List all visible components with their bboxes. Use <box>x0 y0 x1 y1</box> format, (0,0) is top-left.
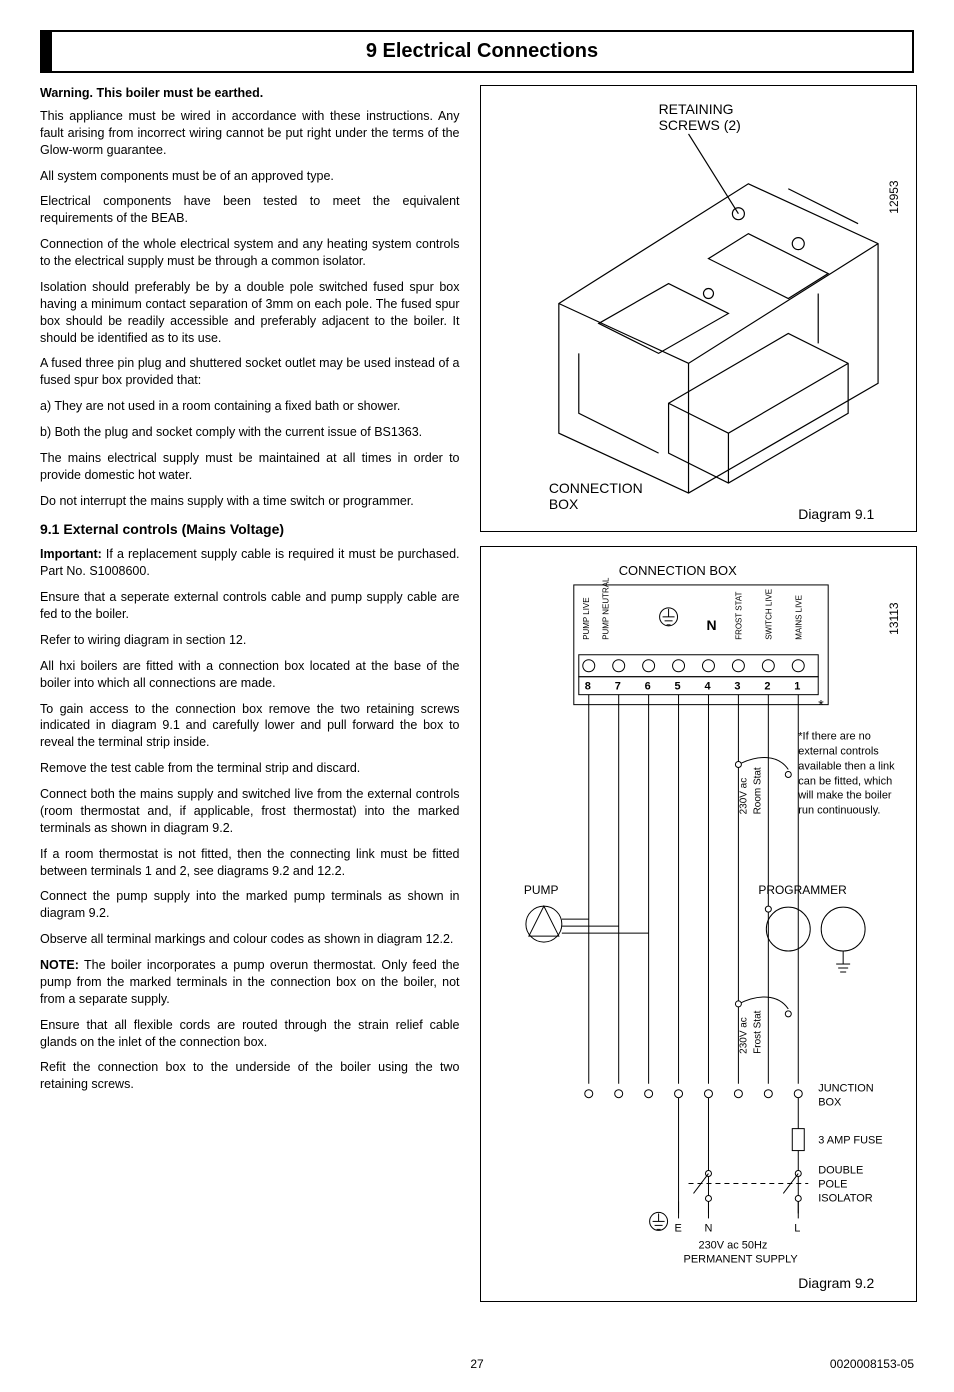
connection-label: CONNECTION <box>548 480 642 496</box>
terminal-numbers: 8 7 6 5 4 3 2 1 <box>584 681 800 693</box>
connection-label-2: BOX <box>548 496 578 512</box>
page-footer: 27 0020008153-05 <box>40 1356 914 1372</box>
diagram-caption: Diagram 9.1 <box>798 506 874 522</box>
frost-stat-label: Frost Stat <box>752 1010 763 1053</box>
retaining-label-2: SCREWS (2) <box>658 117 740 133</box>
pump-icon <box>525 906 561 942</box>
boiler-outline <box>558 184 877 493</box>
section-title: 9 Electrical Connections <box>40 30 914 73</box>
svg-text:N: N <box>706 617 716 633</box>
body-para: All hxi boilers are fitted with a connec… <box>40 658 460 692</box>
room-stat-label: Room Stat <box>752 767 763 814</box>
svg-text:3: 3 <box>734 681 740 693</box>
body-para: Connect both the mains supply and switch… <box>40 786 460 837</box>
svg-text:PUMP LIVE: PUMP LIVE <box>581 597 590 639</box>
isolator-label-2: POLE <box>818 1178 847 1190</box>
two-column-layout: Warning. This boiler must be earthed. Th… <box>40 85 914 1316</box>
star-marker: * <box>818 697 824 713</box>
junction-label-1: JUNCTION <box>818 1083 874 1095</box>
neutral-label: N <box>704 1222 712 1234</box>
svg-text:6: 6 <box>644 681 650 693</box>
earth-icon <box>659 608 677 626</box>
supply-label-2: PERMANENT SUPPLY <box>683 1253 798 1265</box>
body-para: Observe all terminal markings and colour… <box>40 931 460 948</box>
svg-text:5: 5 <box>674 681 680 693</box>
diagram-9-2: CONNECTION BOX 13113 PUMP LIVE PUMP NEUT… <box>480 546 917 1302</box>
subsection-heading: 9.1 External controls (Mains Voltage) <box>40 520 460 539</box>
junction-row <box>584 1090 801 1098</box>
body-para: A fused three pin plug and shuttered soc… <box>40 355 460 389</box>
warning-heading: Warning. This boiler must be earthed. <box>40 85 460 102</box>
svg-text:SWITCH LIVE: SWITCH LIVE <box>764 589 773 640</box>
body-para: Ensure that a seperate external controls… <box>40 589 460 623</box>
star-note: *If there are no external controls avail… <box>798 730 903 860</box>
doc-number: 0020008153-05 <box>830 1356 914 1372</box>
svg-text:PUMP NEUTRAL: PUMP NEUTRAL <box>601 577 610 640</box>
diagram-9-1-svg: RETAINING SCREWS (2) 12953 <box>489 94 908 523</box>
note-text: The boiler incorporates a pump overun th… <box>40 958 460 1006</box>
svg-text:8: 8 <box>584 681 590 693</box>
isolator-label-3: ISOLATOR <box>818 1192 873 1204</box>
body-para: Refer to wiring diagram in section 12. <box>40 632 460 649</box>
supply-label-1: 230V ac 50Hz <box>698 1239 767 1251</box>
svg-text:2: 2 <box>764 681 770 693</box>
diagram-9-1: RETAINING SCREWS (2) 12953 <box>480 85 917 532</box>
body-para: Electrical components have been tested t… <box>40 193 460 227</box>
body-para: Important: If a replacement supply cable… <box>40 546 460 580</box>
svg-text:4: 4 <box>704 681 711 693</box>
important-text: If a replacement supply cable is require… <box>40 547 460 578</box>
diagram-ref: 12953 <box>887 180 901 214</box>
body-para: b) Both the plug and socket comply with … <box>40 424 460 441</box>
body-para: To gain access to the connection box rem… <box>40 701 460 752</box>
v230-label-1: 230V ac <box>738 778 749 815</box>
programmer-label: PROGRAMMER <box>758 883 847 897</box>
connbox-frame <box>573 585 827 705</box>
body-para: The mains electrical supply must be main… <box>40 450 460 484</box>
fuse-label: 3 AMP FUSE <box>818 1135 882 1147</box>
body-para: Refit the connection box to the undersid… <box>40 1059 460 1093</box>
live-label: L <box>794 1222 800 1234</box>
programmer-earth <box>836 951 850 972</box>
body-para: All system components must be of an appr… <box>40 168 460 185</box>
body-para: a) They are not used in a room containin… <box>40 398 460 415</box>
pump-wires <box>561 919 648 933</box>
note-label: NOTE: <box>40 958 79 972</box>
body-para: Isolation should preferably be by a doub… <box>40 279 460 347</box>
body-para: Ensure that all flexible cords are route… <box>40 1017 460 1051</box>
text-column: Warning. This boiler must be earthed. Th… <box>40 85 460 1316</box>
retaining-label: RETAINING <box>658 101 733 117</box>
svg-text:7: 7 <box>614 681 620 693</box>
body-para: If a room thermostat is not fitted, then… <box>40 846 460 880</box>
v230-label-2: 230V ac <box>738 1017 749 1054</box>
body-para: Remove the test cable from the terminal … <box>40 760 460 777</box>
important-label: Important: <box>40 547 102 561</box>
svg-text:MAINS LIVE: MAINS LIVE <box>794 595 803 640</box>
junction-label-2: BOX <box>818 1097 842 1109</box>
body-para: Do not interrupt the mains supply with a… <box>40 493 460 510</box>
page-number: 27 <box>470 1356 483 1372</box>
body-para: Connection of the whole electrical syste… <box>40 236 460 270</box>
fuse-icon <box>792 1129 804 1151</box>
diagram-9-2-svg: CONNECTION BOX 13113 PUMP LIVE PUMP NEUT… <box>489 555 908 1293</box>
diagram-caption-2: Diagram 9.2 <box>798 1275 874 1291</box>
terminal-labels: PUMP LIVE PUMP NEUTRAL N FROST STAT SWIT… <box>581 577 802 640</box>
connbox-header: CONNECTION BOX <box>618 563 736 578</box>
diagram-column: RETAINING SCREWS (2) 12953 <box>480 85 917 1316</box>
svg-text:1: 1 <box>794 681 800 693</box>
body-para: NOTE: The boiler incorporates a pump ove… <box>40 957 460 1008</box>
isolator <box>688 1170 808 1201</box>
supply-earth-icon <box>649 1212 667 1230</box>
svg-text:FROST STAT: FROST STAT <box>734 591 743 639</box>
earth-label: E <box>674 1222 681 1234</box>
pump-label: PUMP <box>523 883 558 897</box>
isolator-label-1: DOUBLE <box>818 1164 863 1176</box>
terminal-screws <box>582 660 803 672</box>
body-para: This appliance must be wired in accordan… <box>40 108 460 159</box>
wires-lower <box>678 1098 798 1214</box>
body-para: Connect the pump supply into the marked … <box>40 888 460 922</box>
diagram-ref-2: 13113 <box>887 602 901 635</box>
programmer-icon <box>766 907 865 951</box>
